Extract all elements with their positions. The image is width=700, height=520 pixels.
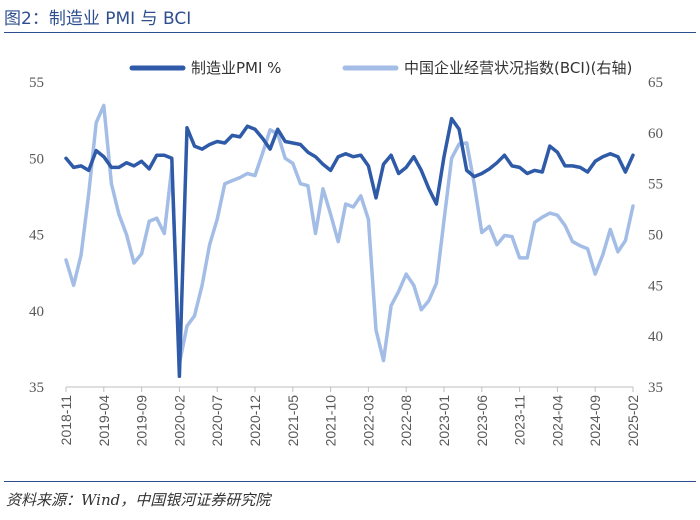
x-tick-label: 2021-10 [323, 395, 339, 447]
left-tick-label: 35 [29, 380, 44, 396]
right-tick-label: 55 [648, 177, 663, 193]
x-tick-label: 2020-12 [247, 395, 263, 447]
source-note: 资料来源：Wind，中国银河证券研究院 [6, 491, 271, 509]
left-tick-label: 55 [29, 75, 44, 91]
title-divider [4, 32, 696, 33]
legend-label-bci: 中国企业经营状况指数(BCI)(右轴) [404, 59, 632, 77]
left-tick-label: 50 [29, 151, 44, 167]
x-tick-label: 2023-11 [512, 395, 528, 446]
legend-label-pmi: 制造业PMI % [191, 59, 281, 77]
figure-title: 图2：制造业 PMI 与 BCI [4, 9, 192, 29]
x-tick-label: 2020-02 [171, 395, 187, 447]
right-tick-label: 50 [648, 228, 663, 244]
x-tick-label: 2025-02 [625, 395, 641, 447]
x-tick-label: 2022-03 [360, 395, 376, 447]
pmi-series-line [64, 116, 635, 379]
x-tick-label: 2019-09 [134, 395, 150, 447]
x-tick-label: 2019-04 [96, 395, 112, 447]
x-axis: 2018-11 2019-04 2019-09 2020-02 2020-07 2020-… [58, 387, 641, 446]
right-tick-label: 40 [648, 329, 663, 345]
bci-series-line [64, 103, 635, 366]
legend: 制造业PMI % 中国企业经营状况指数(BCI)(右轴) [129, 59, 632, 77]
chart-area: 制造业PMI % 中国企业经营状况指数(BCI)(右轴) 3540455055 … [29, 59, 663, 446]
x-tick-label: 2020-07 [209, 395, 225, 447]
source-divider [4, 481, 696, 482]
x-tick-label: 2023-06 [474, 395, 490, 447]
right-tick-label: 60 [648, 126, 663, 142]
x-tick-label: 2021-05 [285, 395, 301, 447]
right-tick-label: 35 [648, 380, 663, 396]
right-y-axis: 35 40 45 50 55 60 65 [648, 75, 663, 396]
right-tick-label: 45 [648, 278, 663, 294]
x-tick-label: 2018-11 [58, 395, 74, 446]
x-tick-label: 2022-08 [398, 395, 414, 447]
left-tick-label: 40 [29, 304, 44, 320]
x-tick-label: 2024-09 [587, 395, 603, 447]
left-y-axis: 35 40 45 50 55 [29, 75, 44, 396]
right-tick-label: 65 [648, 75, 663, 91]
left-tick-label: 45 [29, 228, 44, 244]
x-tick-label: 2024-04 [549, 395, 565, 447]
x-tick-label: 2023-01 [436, 395, 452, 447]
